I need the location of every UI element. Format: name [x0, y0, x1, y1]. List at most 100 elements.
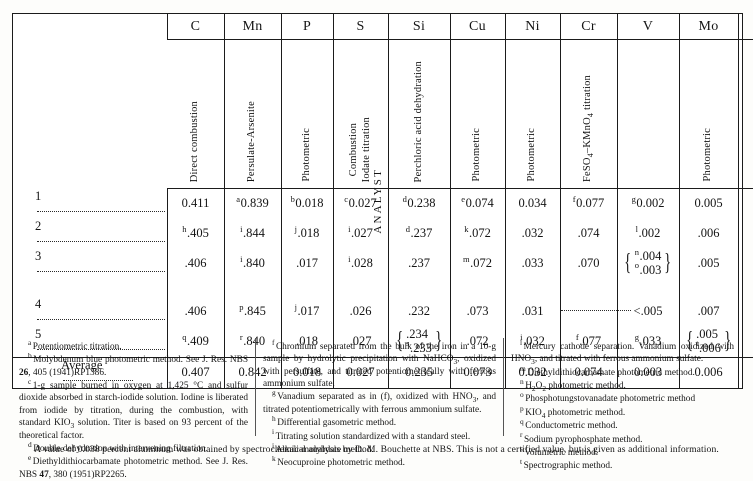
footnote-marker: c	[344, 194, 349, 205]
analysis-table: ANALYST C Mn P S Si Cu Ni Cr V Mo N Dire…	[13, 14, 753, 388]
footnote-marker: d	[402, 194, 407, 205]
spacer-cell	[616, 278, 679, 297]
footnote-marker: f	[575, 331, 579, 342]
footnote-item: c 1-g sample burned in oxygen at 1,425 °C…	[19, 376, 249, 441]
cell-average-cu: 0.073	[449, 356, 505, 388]
footnote-mark: g	[272, 388, 276, 398]
cell-c-row4: .406	[166, 296, 224, 327]
cell-c-row3: .406	[166, 248, 224, 279]
method-label-cu: Photometric	[471, 128, 483, 182]
cell-mo-row1: 0.005	[678, 188, 738, 219]
data-rows-body: 1 0.411 a0.839 b0.018 c0.027 d0.238 e0.074 0.03…	[13, 188, 753, 388]
footnote-mark: q	[520, 417, 524, 427]
table-row: 3.406 i.840.017 i.028.237 m.072.033.070{n.0…	[13, 248, 753, 279]
footnote-marker: k	[464, 223, 469, 234]
cell-si-row2: d.237	[387, 218, 450, 249]
footnote-marker: j	[294, 301, 297, 312]
footnote-item: f Chromium separated from the bulk of the…	[263, 337, 496, 390]
cell-mo-row4: .007	[678, 296, 738, 327]
footnote-item: q Conductometric method.	[520, 417, 618, 432]
footnote-marker: i	[240, 223, 243, 234]
method-label-cr: FeSO4–KMnO4 titration	[581, 74, 595, 182]
cell-average-c: 0.407	[166, 356, 224, 388]
cell-s-row1: c0.027	[332, 188, 388, 219]
cell-p-row3: .017	[280, 248, 333, 279]
cell-ni-row3: .033	[504, 248, 560, 279]
cell-ni-row1: 0.034	[504, 188, 560, 219]
footnote-mark: o	[520, 390, 524, 400]
spacer-cell	[332, 278, 388, 297]
method-header-row: Direct combustion Persulate-Arsenite Pho…	[13, 39, 753, 189]
cell-n-row3: .006	[737, 248, 753, 279]
footnote-mark: a	[28, 337, 32, 347]
method-cell-si: Perchloric acid dehydration	[387, 39, 450, 189]
footnote-marker: f	[572, 194, 576, 205]
cell-average-mo: 0.006	[678, 356, 738, 388]
cell-n-row4: .007	[737, 296, 753, 327]
footnote-mark: c	[28, 376, 32, 386]
cell-n-row2: .005	[737, 218, 753, 249]
footnote-item: g Vanadium separated as in (f), oxidized …	[263, 388, 496, 415]
footnote-item: t Spectrographic method.	[520, 457, 613, 472]
footnote-mark: s	[520, 443, 523, 453]
spacer-cell	[166, 278, 224, 297]
row-label-analyst-3: 3	[13, 249, 167, 279]
cell-cu-row1: e0.074	[449, 188, 505, 219]
footnote-marker: b	[290, 194, 295, 205]
cell-si-row1: d0.238	[387, 188, 450, 219]
method-cell-v	[616, 39, 679, 189]
footnote-mark: m	[520, 363, 526, 373]
cell-average-si: 0.235	[387, 356, 450, 388]
no-value-dots	[560, 310, 631, 311]
method-label-c: Direct combustion	[189, 100, 201, 182]
footnote-item: n H2O2 photometric method.	[520, 376, 626, 393]
footnote-marker: l	[635, 223, 638, 234]
method-label-si: Perchloric acid dehydration	[412, 60, 424, 182]
cell-cr-row5: f.077	[559, 326, 617, 357]
cell-n-row1: 0.006	[737, 188, 753, 219]
element-header-s: S	[332, 14, 388, 40]
method-cell-s: Combustion Iodate titration	[332, 39, 388, 189]
cell-v-row3: {n.004 o.003}	[616, 248, 679, 279]
cell-average-p: 0.018	[280, 356, 333, 388]
method-cell-c: Direct combustion	[167, 39, 224, 189]
analyst-header-cell: ANALYST	[13, 14, 384, 234]
cell-mn-row5: r.840	[223, 326, 281, 357]
cell-average-v: 0.003	[616, 356, 679, 388]
left-brace: {	[624, 249, 632, 276]
method-label-mo: Photometric	[702, 128, 714, 182]
row-label-analyst-4: 4	[13, 297, 167, 327]
cell-c-row5: q.409	[166, 326, 224, 357]
cell-cr-row2: .074	[559, 218, 617, 249]
cell-average-cr: 0.074	[559, 356, 617, 388]
element-header-mn: Mn	[223, 14, 281, 40]
footnote-mark: n	[520, 376, 524, 386]
method-cell-ni: Photometric	[504, 39, 560, 189]
footnote-marker: e	[461, 194, 466, 205]
cell-v-row5: g.033	[616, 326, 679, 357]
bracketed-value: s.233	[406, 338, 432, 355]
footnote-item: e Diethyldithiocarbamate photometric meth…	[19, 453, 248, 480]
bracketed-value: .005	[696, 327, 718, 342]
element-header-n: N	[737, 14, 753, 40]
footnote-marker: a	[236, 194, 241, 205]
footnote-item: d Double dehydration with intervening fil…	[28, 439, 208, 454]
left-brace: {	[395, 327, 403, 354]
element-header-v: V	[616, 14, 679, 40]
footnote-marker: q	[182, 331, 187, 342]
table-row: 1 0.411 a0.839 b0.018 c0.027 d0.238 e0.074 0.03…	[13, 188, 753, 219]
footnote-mark: e	[28, 453, 32, 463]
cell-p-row4: j.017	[280, 296, 333, 327]
cell-mo-row5: {.005 t.006}	[678, 326, 738, 357]
table-row: 2 h.405 i.844 j.018 i.027 d.237 k.072.032.074 l…	[13, 218, 753, 249]
method-label-p: Photometric	[300, 128, 312, 182]
footnote-marker: h	[182, 223, 187, 234]
cell-v-row1: g0.002	[616, 188, 679, 219]
cell-p-row5: .018	[280, 326, 333, 357]
cell-mo-row2: .006	[678, 218, 738, 249]
cell-cu-row2: k.072	[449, 218, 505, 249]
spacer-cell	[449, 278, 505, 297]
average-row: Average 0.407 0.842 0.018 0.027 0.235 0.073 0.0…	[13, 356, 753, 388]
element-header-p: P	[280, 14, 333, 40]
